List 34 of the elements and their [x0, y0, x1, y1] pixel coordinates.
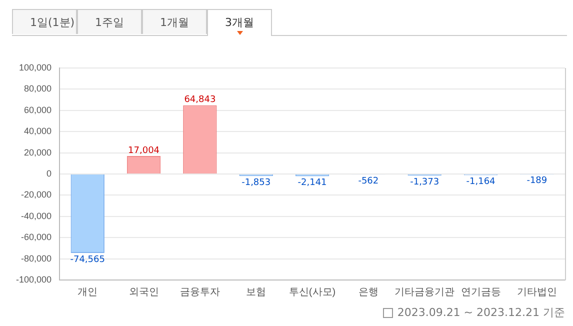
- data-label: -2,141: [298, 178, 327, 188]
- text: 1일(1분): [12, 9, 77, 34]
- data-label: -1,373: [410, 177, 440, 188]
- text: 2023.09.21 ~ 2023.12.21 기준: [397, 305, 565, 320]
- x-tick-label: 기타법인: [516, 286, 557, 298]
- text: 1주일: [77, 9, 142, 34]
- y-tick-label: -100,000: [16, 274, 52, 284]
- x-tick-label: 투신(사모): [288, 286, 336, 298]
- x-tick-label: 기타금융기관: [394, 286, 455, 298]
- data-label: -74,565: [70, 254, 105, 265]
- y-tick-label: 20,000: [24, 147, 52, 158]
- data-label: 64,843: [184, 95, 216, 106]
- data-label: 17,004: [128, 146, 160, 156]
- y-tick-label: 0: [46, 168, 52, 178]
- y-tick-label: -20,000: [21, 190, 52, 200]
- data-label: -1,164: [466, 177, 496, 188]
- y-tick-label: 60,000: [24, 104, 52, 115]
- text: 3개월: [207, 9, 272, 36]
- y-tick-label: -60,000: [21, 232, 52, 242]
- x-tick-label: 외국인: [128, 286, 159, 298]
- x-tick-label: 금융투자: [180, 286, 220, 298]
- x-tick-label: 보험: [246, 286, 266, 298]
- y-tick-label: 40,000: [24, 126, 52, 136]
- x-tick-label: 개인: [78, 286, 98, 298]
- y-tick-label: 100,000: [18, 62, 52, 72]
- y-tick-label: -80,000: [21, 253, 52, 264]
- data-label: -189: [526, 176, 548, 186]
- x-tick-label: 은행: [358, 286, 378, 298]
- text: 1개월: [142, 9, 207, 34]
- y-tick-label: 80,000: [24, 84, 52, 94]
- data-label: -562: [358, 176, 379, 186]
- y-tick-label: -40,000: [21, 210, 52, 221]
- x-tick-label: 연기금등: [460, 286, 501, 298]
- data-label: -1,853: [242, 178, 271, 188]
